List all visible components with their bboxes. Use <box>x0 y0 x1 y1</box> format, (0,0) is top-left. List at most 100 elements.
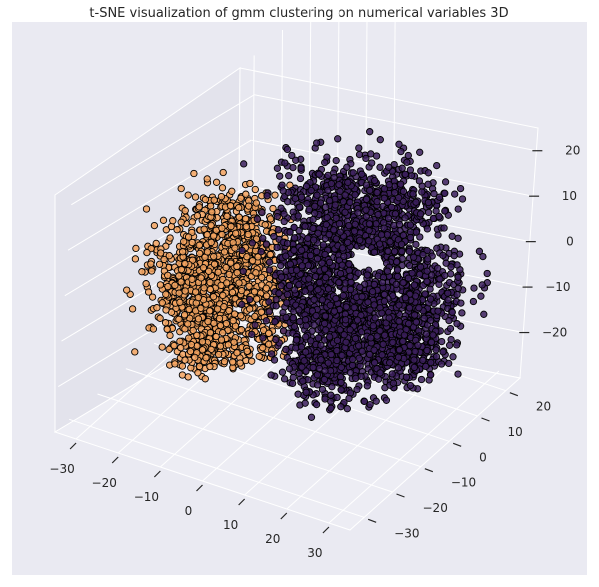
scatter-point <box>354 386 360 392</box>
scatter-point <box>298 194 304 200</box>
scatter-point <box>458 300 464 306</box>
scatter-point <box>407 222 413 228</box>
scatter-point <box>383 397 389 403</box>
scatter-point <box>435 232 441 238</box>
scatter-point <box>310 216 316 222</box>
scatter-point <box>368 335 374 341</box>
scatter-point <box>159 344 165 350</box>
scatter-point <box>313 312 319 318</box>
scatter-point <box>455 206 461 212</box>
scatter-point <box>186 335 192 341</box>
scatter-point <box>241 161 247 167</box>
scatter-point <box>374 198 380 204</box>
scatter-point <box>357 284 363 290</box>
scatter-point <box>281 376 287 382</box>
scatter-point <box>367 187 373 193</box>
scatter-point <box>328 398 334 404</box>
scatter-point <box>178 266 184 272</box>
scatter-point <box>365 299 371 305</box>
scatter-point <box>311 237 317 243</box>
scatter-point <box>385 215 391 221</box>
scatter-point <box>371 281 377 287</box>
scatter-point <box>317 200 323 206</box>
scatter-point <box>203 355 209 361</box>
scatter-point <box>176 290 182 296</box>
scatter-point <box>367 351 373 357</box>
scatter-point <box>302 317 308 323</box>
scatter-point <box>278 274 284 280</box>
scatter-point <box>246 203 252 209</box>
scatter-point <box>249 358 255 364</box>
scatter-point <box>377 164 383 170</box>
scatter-point <box>323 274 329 280</box>
scatter-point <box>428 339 434 345</box>
scatter-point <box>442 208 448 214</box>
y-tick-label: 0 <box>479 450 487 464</box>
scatter-point <box>157 315 163 321</box>
scatter-point <box>379 352 385 358</box>
scatter-point <box>319 297 325 303</box>
scatter-point <box>470 298 476 304</box>
scatter-point <box>381 195 387 201</box>
scatter-point <box>211 253 217 259</box>
scatter-point <box>377 137 383 143</box>
scatter-point <box>153 240 159 246</box>
scatter-point <box>455 371 461 377</box>
scatter-point <box>226 308 232 314</box>
scatter-point <box>425 181 431 187</box>
scatter-point <box>373 153 379 159</box>
x-tick-label: 0 <box>185 504 193 518</box>
scatter-point <box>356 145 362 151</box>
scatter-point <box>446 360 452 366</box>
scatter-point <box>167 235 173 241</box>
scatter-point <box>339 245 345 251</box>
scatter-point <box>287 229 293 235</box>
scatter-point <box>275 227 281 233</box>
scatter-point <box>328 180 334 186</box>
scatter-point <box>398 241 404 247</box>
x-tick-label: −10 <box>134 490 159 504</box>
scatter-point <box>179 363 185 369</box>
scatter-point <box>293 157 299 163</box>
scatter-point <box>228 260 234 266</box>
scatter-point <box>220 330 226 336</box>
scatter-point <box>305 262 311 268</box>
scatter-point <box>394 267 400 273</box>
scatter-point <box>337 229 343 235</box>
scatter-point <box>352 192 358 198</box>
scatter-point <box>305 235 311 241</box>
scatter-point <box>421 315 427 321</box>
scatter-point <box>326 259 332 265</box>
scatter-point <box>319 386 325 392</box>
scatter-point <box>234 350 240 356</box>
scatter-point <box>405 275 411 281</box>
scatter-point <box>280 328 286 334</box>
scatter-point <box>359 294 365 300</box>
scatter-point <box>272 192 278 198</box>
scatter-point <box>132 256 138 262</box>
scatter-point <box>423 363 429 369</box>
scatter-point <box>296 281 302 287</box>
scatter-point <box>254 216 260 222</box>
scatter-point <box>336 279 342 285</box>
scatter-point <box>299 364 305 370</box>
scatter-point <box>427 317 433 323</box>
scatter-point <box>328 351 334 357</box>
scatter-point <box>239 247 245 253</box>
scatter-point <box>370 323 376 329</box>
scatter-point <box>335 136 341 142</box>
scatter-point <box>289 380 295 386</box>
scatter-point <box>204 249 210 255</box>
scatter-point <box>232 245 238 251</box>
scatter-point <box>406 320 412 326</box>
scatter-point <box>391 248 397 254</box>
scatter-point <box>351 228 357 234</box>
scatter-point <box>416 178 422 184</box>
scatter-point <box>223 320 229 326</box>
scatter-point <box>378 232 384 238</box>
scatter-point <box>143 206 149 212</box>
scatter-point <box>240 268 246 274</box>
scatter-point <box>187 348 193 354</box>
scatter-point <box>347 327 353 333</box>
